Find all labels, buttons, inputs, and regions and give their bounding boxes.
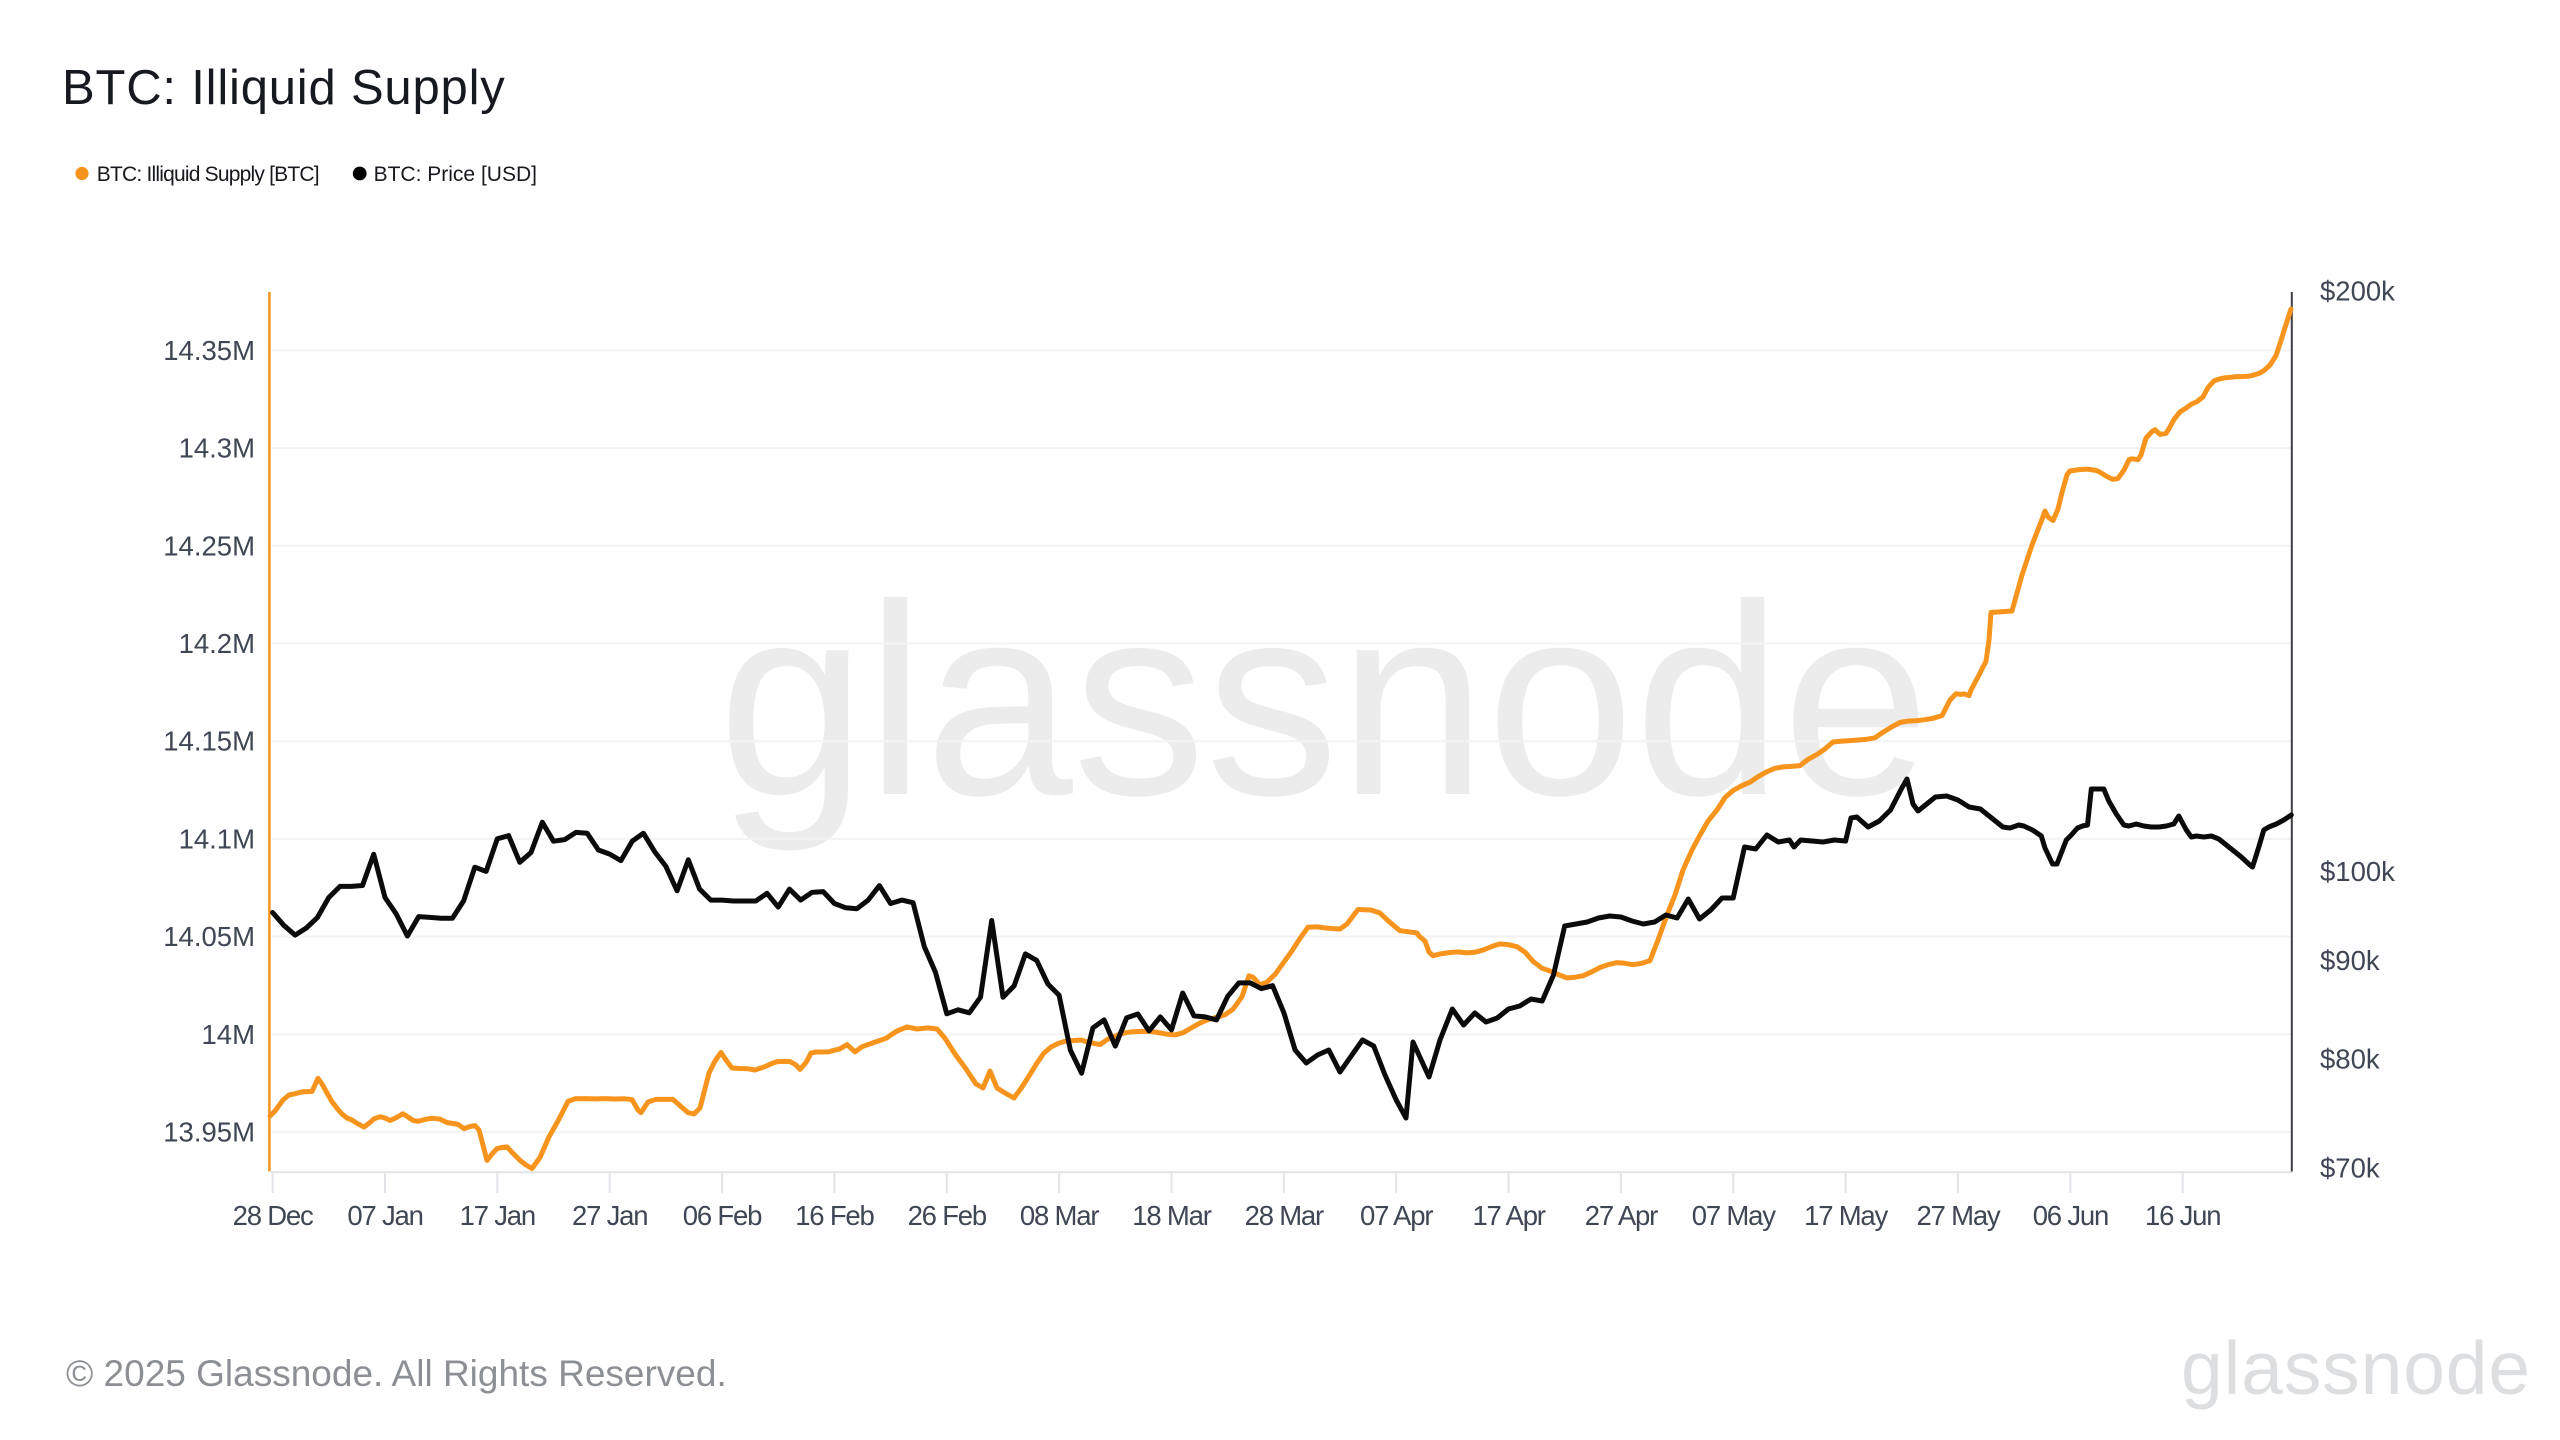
- svg-text:17 May: 17 May: [1804, 1200, 1888, 1231]
- svg-text:14.35M: 14.35M: [163, 335, 255, 366]
- svg-text:07 Apr: 07 Apr: [1360, 1200, 1433, 1231]
- svg-text:08 Mar: 08 Mar: [1020, 1200, 1099, 1231]
- svg-text:14.1M: 14.1M: [179, 823, 255, 854]
- svg-text:$90k: $90k: [2320, 945, 2380, 976]
- svg-text:14.3M: 14.3M: [179, 433, 255, 464]
- svg-text:06 Jun: 06 Jun: [2033, 1200, 2108, 1231]
- svg-text:16 Jun: 16 Jun: [2145, 1200, 2220, 1231]
- svg-text:glassnode: glassnode: [718, 548, 1930, 854]
- svg-text:BTC: Illiquid Supply [BTC]: BTC: Illiquid Supply [BTC]: [97, 163, 319, 186]
- svg-text:$200k: $200k: [2320, 276, 2395, 307]
- svg-text:27 May: 27 May: [1917, 1200, 2001, 1231]
- svg-text:17 Jan: 17 Jan: [460, 1200, 535, 1231]
- svg-text:14.15M: 14.15M: [163, 726, 255, 757]
- svg-text:BTC: Price [USD]: BTC: Price [USD]: [374, 163, 537, 186]
- svg-text:13.95M: 13.95M: [163, 1117, 255, 1148]
- svg-text:14.2M: 14.2M: [179, 628, 255, 659]
- svg-text:© 2025 Glassnode. All Rights R: © 2025 Glassnode. All Rights Reserved.: [66, 1353, 727, 1394]
- svg-text:14.05M: 14.05M: [163, 921, 255, 952]
- svg-text:27 Jan: 27 Jan: [572, 1200, 647, 1231]
- svg-text:07 Jan: 07 Jan: [347, 1200, 422, 1231]
- svg-text:28 Dec: 28 Dec: [233, 1200, 314, 1231]
- svg-text:16 Feb: 16 Feb: [795, 1200, 874, 1231]
- svg-text:07 May: 07 May: [1692, 1200, 1776, 1231]
- svg-text:14.25M: 14.25M: [163, 530, 255, 561]
- svg-text:$100k: $100k: [2320, 856, 2395, 887]
- svg-text:18 Mar: 18 Mar: [1132, 1200, 1211, 1231]
- svg-text:$80k: $80k: [2320, 1044, 2380, 1075]
- svg-text:$70k: $70k: [2320, 1152, 2380, 1183]
- svg-text:BTC: Illiquid Supply: BTC: Illiquid Supply: [62, 61, 506, 115]
- svg-text:06 Feb: 06 Feb: [683, 1200, 762, 1231]
- svg-text:glassnode: glassnode: [2181, 1326, 2531, 1410]
- svg-text:26 Feb: 26 Feb: [908, 1200, 987, 1231]
- svg-text:17 Apr: 17 Apr: [1472, 1200, 1545, 1231]
- svg-text:27 Apr: 27 Apr: [1585, 1200, 1658, 1231]
- svg-text:14M: 14M: [202, 1019, 256, 1050]
- svg-text:28 Mar: 28 Mar: [1245, 1200, 1324, 1231]
